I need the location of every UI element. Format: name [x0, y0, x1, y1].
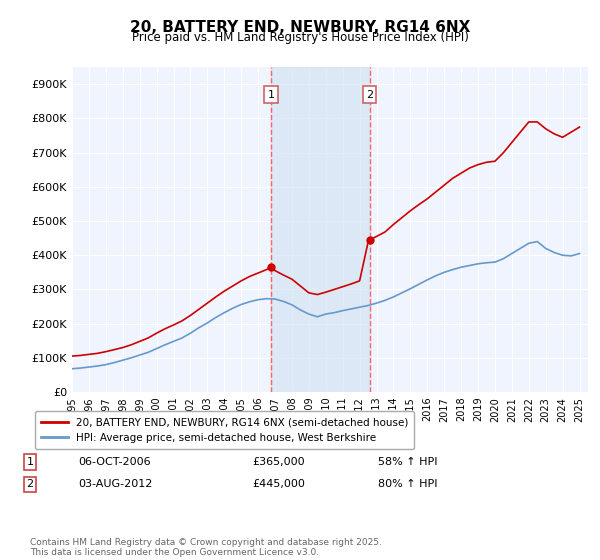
Text: £365,000: £365,000: [252, 457, 305, 467]
Text: Contains HM Land Registry data © Crown copyright and database right 2025.
This d: Contains HM Land Registry data © Crown c…: [30, 538, 382, 557]
Text: £445,000: £445,000: [252, 479, 305, 489]
Text: 1: 1: [26, 457, 34, 467]
Text: Price paid vs. HM Land Registry's House Price Index (HPI): Price paid vs. HM Land Registry's House …: [131, 31, 469, 44]
Text: 58% ↑ HPI: 58% ↑ HPI: [378, 457, 437, 467]
Text: 2: 2: [26, 479, 34, 489]
Text: 03-AUG-2012: 03-AUG-2012: [78, 479, 152, 489]
Text: 20, BATTERY END, NEWBURY, RG14 6NX: 20, BATTERY END, NEWBURY, RG14 6NX: [130, 20, 470, 35]
Text: 2: 2: [366, 90, 373, 100]
Legend: 20, BATTERY END, NEWBURY, RG14 6NX (semi-detached house), HPI: Average price, se: 20, BATTERY END, NEWBURY, RG14 6NX (semi…: [35, 411, 415, 449]
Text: 80% ↑ HPI: 80% ↑ HPI: [378, 479, 437, 489]
Text: 06-OCT-2006: 06-OCT-2006: [78, 457, 151, 467]
Bar: [271, 67, 370, 392]
Text: 1: 1: [268, 90, 274, 100]
